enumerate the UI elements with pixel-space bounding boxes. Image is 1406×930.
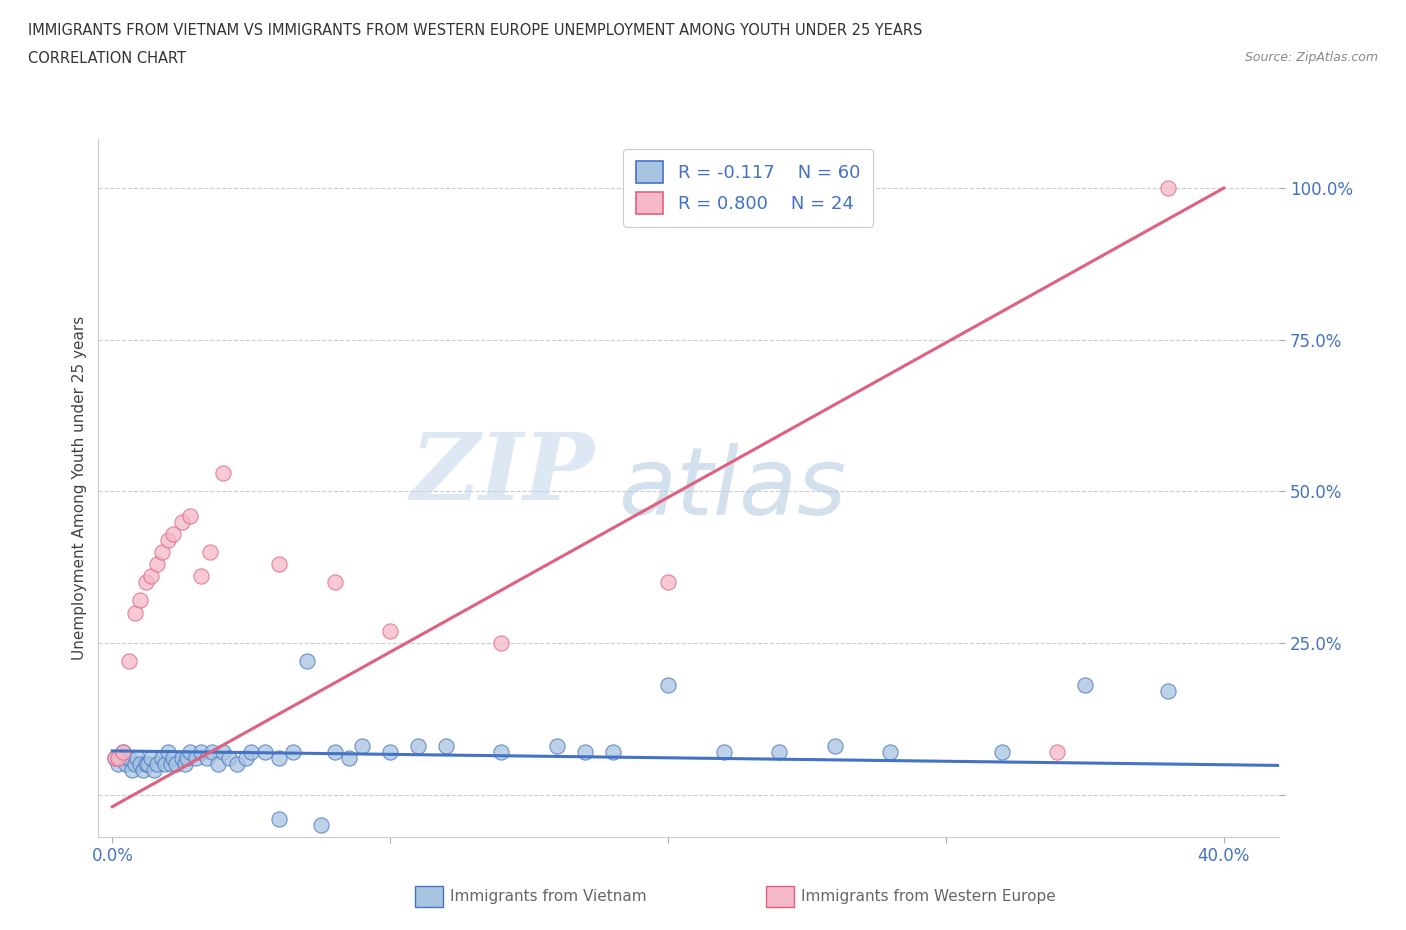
- Point: [281, 745, 304, 760]
- Point: [990, 745, 1012, 760]
- Point: [352, 738, 374, 753]
- Point: [170, 751, 193, 765]
- Point: [879, 745, 901, 760]
- Point: [267, 557, 290, 572]
- Point: [121, 763, 143, 777]
- Y-axis label: Unemployment Among Youth under 25 years: Unemployment Among Youth under 25 years: [72, 316, 87, 660]
- Point: [132, 763, 155, 777]
- Point: [165, 757, 187, 772]
- Point: [240, 745, 263, 760]
- Text: IMMIGRANTS FROM VIETNAM VS IMMIGRANTS FROM WESTERN EUROPE UNEMPLOYMENT AMONG YOU: IMMIGRANTS FROM VIETNAM VS IMMIGRANTS FR…: [28, 23, 922, 38]
- Point: [768, 745, 790, 760]
- Point: [267, 811, 290, 826]
- Point: [190, 745, 212, 760]
- Text: CORRELATION CHART: CORRELATION CHART: [28, 51, 186, 66]
- Point: [127, 751, 149, 765]
- Point: [1157, 180, 1180, 195]
- Point: [129, 757, 152, 772]
- Point: [380, 623, 402, 638]
- Point: [546, 738, 568, 753]
- Point: [124, 757, 146, 772]
- Point: [150, 751, 173, 765]
- Point: [110, 751, 132, 765]
- Point: [143, 763, 166, 777]
- Text: atlas: atlas: [619, 443, 846, 534]
- Point: [112, 745, 135, 760]
- Point: [104, 751, 127, 765]
- Point: [135, 757, 157, 772]
- Point: [150, 544, 173, 559]
- Point: [1046, 745, 1069, 760]
- Point: [118, 654, 141, 669]
- Point: [138, 757, 160, 772]
- Point: [713, 745, 735, 760]
- Point: [184, 751, 207, 765]
- Text: Immigrants from Vietnam: Immigrants from Vietnam: [450, 889, 647, 904]
- Text: ZIP: ZIP: [411, 430, 595, 519]
- Point: [323, 745, 346, 760]
- Point: [657, 575, 679, 590]
- Point: [118, 751, 141, 765]
- Point: [162, 751, 184, 765]
- Point: [309, 817, 332, 832]
- Point: [170, 514, 193, 529]
- Point: [491, 745, 513, 760]
- Point: [574, 745, 596, 760]
- Point: [212, 466, 235, 481]
- Text: Source: ZipAtlas.com: Source: ZipAtlas.com: [1244, 51, 1378, 64]
- Point: [190, 569, 212, 584]
- Point: [156, 745, 179, 760]
- Point: [254, 745, 277, 760]
- Point: [226, 757, 249, 772]
- Point: [124, 605, 146, 620]
- Point: [657, 678, 679, 693]
- Point: [434, 738, 457, 753]
- Point: [195, 751, 218, 765]
- Point: [267, 751, 290, 765]
- Point: [107, 757, 129, 772]
- Point: [323, 575, 346, 590]
- Point: [212, 745, 235, 760]
- Point: [159, 757, 181, 772]
- Point: [198, 544, 221, 559]
- Point: [156, 532, 179, 547]
- Point: [107, 751, 129, 765]
- Point: [153, 757, 176, 772]
- Point: [135, 575, 157, 590]
- Point: [602, 745, 624, 760]
- Point: [218, 751, 240, 765]
- Point: [295, 654, 318, 669]
- Point: [104, 751, 127, 765]
- Point: [162, 526, 184, 541]
- Point: [115, 757, 138, 772]
- Point: [112, 745, 135, 760]
- Point: [173, 757, 195, 772]
- Point: [201, 745, 224, 760]
- Point: [235, 751, 257, 765]
- Point: [179, 508, 201, 523]
- Point: [176, 751, 198, 765]
- Point: [129, 593, 152, 608]
- Point: [146, 757, 169, 772]
- Point: [491, 635, 513, 650]
- Point: [406, 738, 429, 753]
- Point: [1157, 684, 1180, 698]
- Point: [207, 757, 229, 772]
- Point: [146, 557, 169, 572]
- Legend: R = -0.117    N = 60, R = 0.800    N = 24: R = -0.117 N = 60, R = 0.800 N = 24: [623, 149, 873, 227]
- Point: [337, 751, 360, 765]
- Point: [380, 745, 402, 760]
- Point: [1074, 678, 1097, 693]
- Text: Immigrants from Western Europe: Immigrants from Western Europe: [801, 889, 1056, 904]
- Point: [824, 738, 846, 753]
- Point: [179, 745, 201, 760]
- Point: [141, 751, 163, 765]
- Point: [141, 569, 163, 584]
